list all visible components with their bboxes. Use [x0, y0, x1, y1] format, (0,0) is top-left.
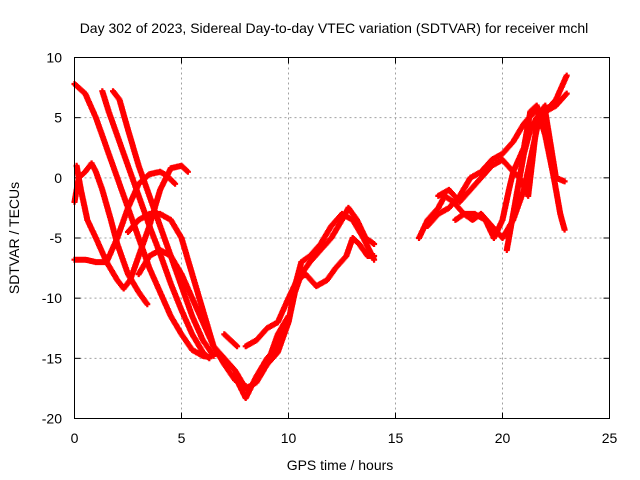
series-track-10 [232, 204, 378, 401]
x-tick-label: 25 [602, 430, 618, 446]
x-tick-label: 15 [388, 430, 404, 446]
series-track-17 [503, 102, 549, 253]
x-tick-label: 5 [178, 430, 186, 446]
series-track-16 [452, 108, 568, 241]
y-tick-label: -20 [42, 411, 62, 427]
y-tick-label: 10 [46, 50, 62, 66]
y-tick-label: -5 [50, 230, 63, 246]
plot-frame [74, 57, 610, 419]
x-tick-label: 0 [71, 430, 79, 446]
data-marker-trace [452, 108, 568, 241]
x-tick-label: 20 [495, 430, 511, 446]
tick-labels: 0 5 10 15 20 25 -20 -15 -10 -5 0 5 10 [42, 50, 618, 447]
data-marker-trace [135, 247, 292, 392]
y-tick-label: 5 [54, 110, 62, 126]
y-axis-label: SDTVAR / TECUs [6, 182, 22, 294]
series-track-8 [135, 247, 292, 392]
data-marker-trace [503, 102, 549, 253]
data-marker-trace [221, 331, 241, 350]
x-tick-label: 10 [281, 430, 297, 446]
data-points [71, 72, 570, 401]
data-marker-trace [242, 235, 378, 350]
series-track-11 [242, 235, 378, 350]
y-tick-label: -10 [42, 290, 62, 306]
data-marker-trace [264, 210, 378, 368]
chart-title: Day 302 of 2023, Sidereal Day-to-day VTE… [80, 20, 589, 36]
series-track-12 [264, 210, 378, 368]
y-tick-label: -15 [42, 350, 62, 366]
data-marker-trace [232, 204, 378, 401]
x-axis-label: GPS time / hours [287, 457, 394, 473]
series-track-9 [221, 331, 241, 350]
y-tick-label: 0 [54, 170, 62, 186]
